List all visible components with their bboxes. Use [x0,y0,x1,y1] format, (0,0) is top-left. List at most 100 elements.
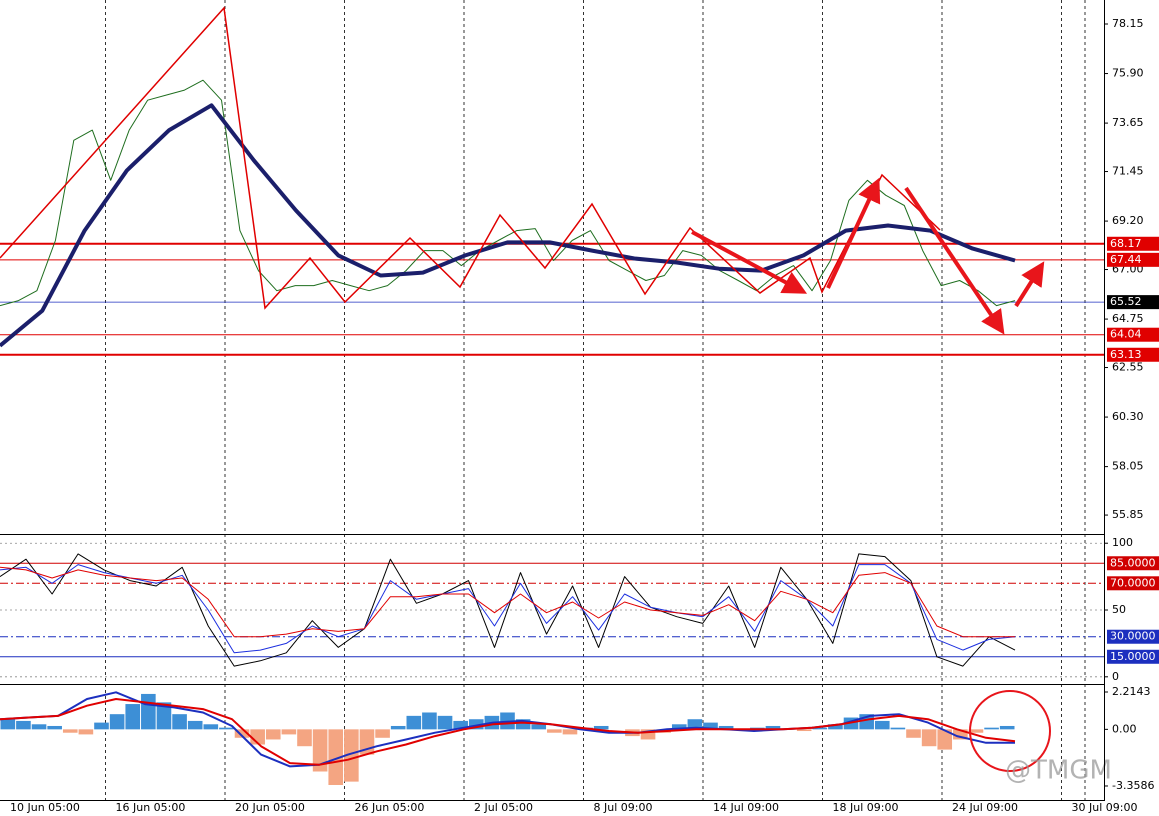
level-label-box [1107,556,1159,571]
histogram-bar [125,704,141,730]
level-label-box [1107,347,1159,362]
histogram-bar [0,719,16,730]
x-tick-label: 10 Jun 05:00 [10,801,80,814]
histogram-bar [47,725,62,730]
histogram-bar [562,729,578,735]
x-tick-label: 26 Jun 05:00 [355,801,425,814]
arrows [691,177,1045,335]
level-label: 67.44 [1110,253,1142,266]
highlight-circle [969,690,1051,772]
y-tick-label: -3.3586 [1112,779,1154,792]
histogram-bar [906,729,921,738]
arrow [904,186,1005,335]
series-line [0,698,1016,766]
histogram-bar [718,725,734,730]
histogram-bar [187,720,203,730]
histogram-bar [94,722,109,730]
histogram-bar [16,720,31,730]
x-tick-label: 20 Jun 05:00 [235,801,305,814]
level-label-box [1107,252,1159,267]
x-tick-label: 14 Jul 09:00 [713,801,779,814]
level-label: 64.04 [1110,328,1142,341]
y-tick-label: 58.05 [1112,460,1144,473]
histogram-bar [796,729,812,732]
level-label: 30.0000 [1110,630,1156,643]
histogram-bar [344,729,359,782]
histogram-bar [874,720,890,730]
y-tick-label: 75.90 [1112,67,1144,80]
histogram-bar [422,712,437,730]
histogram-bar [687,719,703,730]
x-tick-label: 30 Jul 09:00 [1072,801,1138,814]
y-tick-label: 55.85 [1112,508,1144,521]
histogram-bar [937,729,953,750]
histogram-bar [437,715,453,730]
histogram-bar [172,714,187,730]
histogram-bar [468,719,484,730]
series-line [0,553,1016,667]
histogram-bar [640,729,656,740]
histogram-bar [281,729,297,735]
histogram-bar [953,729,968,740]
x-tick-label: 16 Jun 05:00 [116,801,186,814]
histogram-bar [390,725,406,730]
histogram-bar [547,729,562,733]
histogram-bar [515,719,531,730]
histogram-bar [328,729,344,785]
histogram-bar [890,727,906,730]
level-label: 15.0000 [1110,650,1156,663]
y-tick-label: 73.65 [1112,116,1144,129]
level-label-box [1107,295,1159,310]
histogram-bar [703,722,718,730]
data-layer [0,79,1016,785]
histogram-bar [593,725,609,730]
histogram-bar [765,725,781,730]
level-label-box [1107,649,1159,664]
y-tick-label: 50 [1112,603,1126,616]
level-label: 70.0000 [1110,576,1156,589]
histogram-bar [921,729,937,747]
arrow [691,230,808,294]
level-label-box [1107,327,1159,342]
histogram-bar [109,714,125,730]
histogram-bar [78,729,94,735]
arrow [826,177,881,289]
series-line [0,566,1015,638]
histogram-bar [531,724,547,730]
histogram-bar [671,724,687,730]
histogram-bar [984,727,999,730]
series-line [0,79,1016,307]
y-tick-label: 0 [1112,670,1119,683]
level-label: 68.17 [1110,237,1142,250]
y-tick-label: 100 [1112,536,1133,549]
histogram-bar [203,724,219,730]
histogram-bar [828,724,843,730]
x-tick-label: 18 Jul 09:00 [833,801,899,814]
x-tick-label: 24 Jul 09:00 [952,801,1018,814]
frame [0,0,1105,801]
histogram-bar [406,715,422,730]
axis-layer: 10 Jun 05:00 16 Jun 05:00 20 Jun 05:00 26 J… [10,17,1159,814]
level-label: 85.0000 [1110,556,1156,569]
x-tick-label: 8 Jul 09:00 [594,801,653,814]
histogram-bar [31,724,47,730]
arrow [1014,261,1045,308]
histogram-bar [453,720,468,730]
histogram-bar [219,727,234,730]
zigzag [0,6,941,310]
histogram-bar [297,729,312,747]
level-label: 65.52 [1110,295,1142,308]
level-label-box [1107,236,1159,251]
y-tick-label: 60.30 [1112,410,1144,423]
histogram-bar [375,729,390,738]
y-tick-label: 0.00 [1112,722,1137,735]
histogram-bar [265,729,281,740]
x-tick-label: 2 Jul 05:00 [474,801,533,814]
histogram-bar [999,725,1015,730]
histogram-bar [62,729,78,733]
histogram-bar [234,729,250,738]
series-line [0,103,1016,348]
